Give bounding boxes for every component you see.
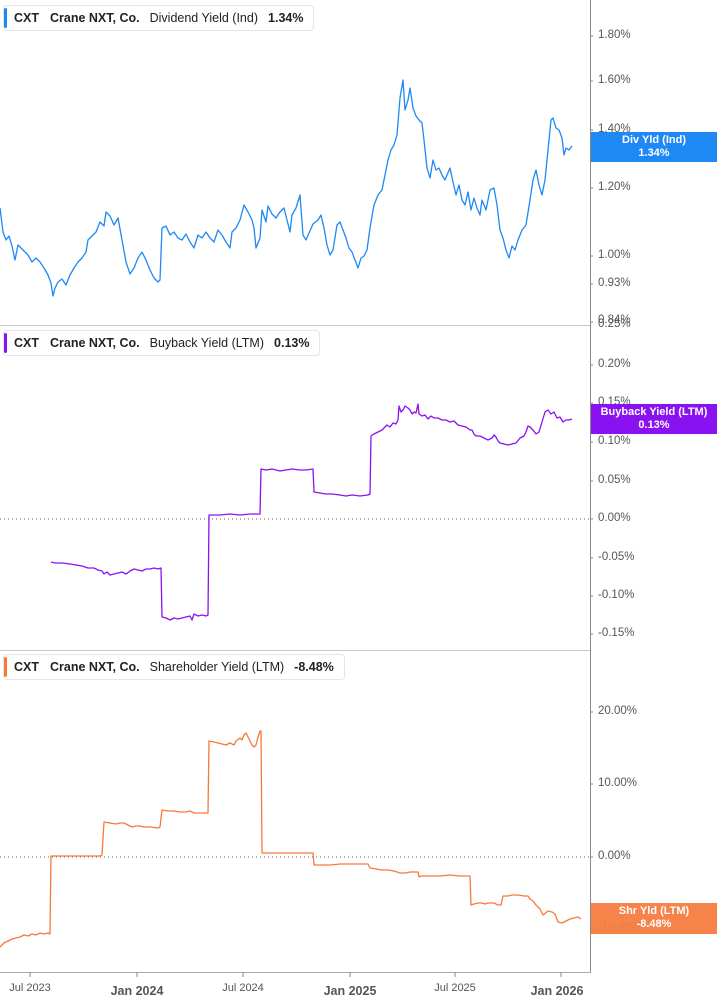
y-tick: 1.20%: [598, 181, 631, 193]
badge-value: 0.13%: [638, 419, 670, 431]
y-tick: 1.80%: [598, 29, 631, 41]
legend-company: Crane NXT, Co.: [50, 336, 140, 350]
dividend-yield-value-badge: Div Yld (Ind) 1.34%: [591, 132, 717, 162]
legend-value: 1.34%: [268, 11, 304, 25]
shareholder-yield-value-badge: Shr Yld (LTM) -8.48%: [591, 903, 717, 934]
y-tick: 10.00%: [598, 777, 638, 789]
dividend-yield-panel: CXT Crane NXT, Co. Dividend Yield (Ind) …: [0, 0, 717, 326]
badge-value: 1.34%: [638, 147, 670, 159]
y-axis-line: [590, 0, 591, 972]
legend-ticker: CXT: [14, 660, 39, 674]
legend-value: 0.13%: [274, 336, 310, 350]
y-tick: -0.15%: [598, 627, 635, 639]
legend-value: -8.48%: [294, 660, 334, 674]
y-tick: 0.00%: [598, 512, 631, 524]
y-tick: 1.00%: [598, 249, 631, 261]
panel-divider: [0, 325, 591, 326]
legend-metric: Buyback Yield (LTM): [149, 336, 265, 350]
buyback-yield-chart: [0, 364, 593, 635]
shareholder-yield-panel: CXT Crane NXT, Co. Shareholder Yield (LT…: [0, 651, 717, 972]
badge-label: Div Yld (Ind): [622, 134, 686, 146]
shareholder-yield-line: [0, 730, 582, 948]
legend-company: Crane NXT, Co.: [50, 660, 140, 674]
y-tick: -0.10%: [598, 589, 635, 601]
legend-company: Crane NXT, Co.: [50, 11, 140, 25]
x-tick-label: Jan 2026: [530, 984, 584, 998]
badge-label: Buyback Yield (LTM): [600, 406, 708, 418]
legend-color-bar: [4, 657, 7, 677]
x-tick-label: Jul 2025: [434, 982, 476, 994]
buyback-yield-legend[interactable]: CXT Crane NXT, Co. Buyback Yield (LTM) 0…: [3, 330, 321, 356]
y-tick: 0.05%: [598, 474, 631, 486]
buyback-yield-value-badge: Buyback Yield (LTM) 0.13%: [591, 404, 717, 434]
shareholder-yield-legend[interactable]: CXT Crane NXT, Co. Shareholder Yield (LT…: [3, 654, 345, 680]
buyback-yield-line: [50, 403, 573, 621]
x-axis-line: [0, 972, 591, 973]
x-tick-label: Jul 2023: [9, 982, 51, 994]
legend-color-bar: [4, 333, 7, 353]
y-tick: 0.00%: [598, 850, 631, 862]
dividend-yield-legend[interactable]: CXT Crane NXT, Co. Dividend Yield (Ind) …: [3, 5, 315, 31]
x-tick-label: Jan 2024: [110, 984, 164, 998]
x-tick-label: Jul 2024: [222, 982, 264, 994]
x-tick-label: Jan 2025: [323, 984, 377, 998]
dividend-yield-line: [0, 79, 573, 297]
y-tick: 0.10%: [598, 435, 631, 447]
y-tick: 0.84%: [598, 314, 631, 326]
legend-metric: Shareholder Yield (LTM): [149, 660, 285, 674]
badge-label: Shr Yld (LTM): [618, 905, 690, 917]
legend-ticker: CXT: [14, 11, 39, 25]
y-tick: 0.20%: [598, 358, 631, 370]
y-tick: 1.60%: [598, 74, 631, 86]
badge-value: -8.48%: [636, 918, 672, 930]
y-tick: -0.05%: [598, 551, 635, 563]
legend-ticker: CXT: [14, 336, 39, 350]
y-tick: 0.25%: [598, 318, 631, 330]
legend-metric: Dividend Yield (Ind): [149, 11, 259, 25]
y-tick: 0.93%: [598, 277, 631, 289]
buyback-yield-panel: CXT Crane NXT, Co. Buyback Yield (LTM) 0…: [0, 318, 717, 650]
x-axis-ticks: [29, 972, 562, 977]
legend-color-bar: [4, 8, 7, 28]
y-tick: 20.00%: [598, 705, 638, 717]
panel-divider: [0, 650, 591, 651]
